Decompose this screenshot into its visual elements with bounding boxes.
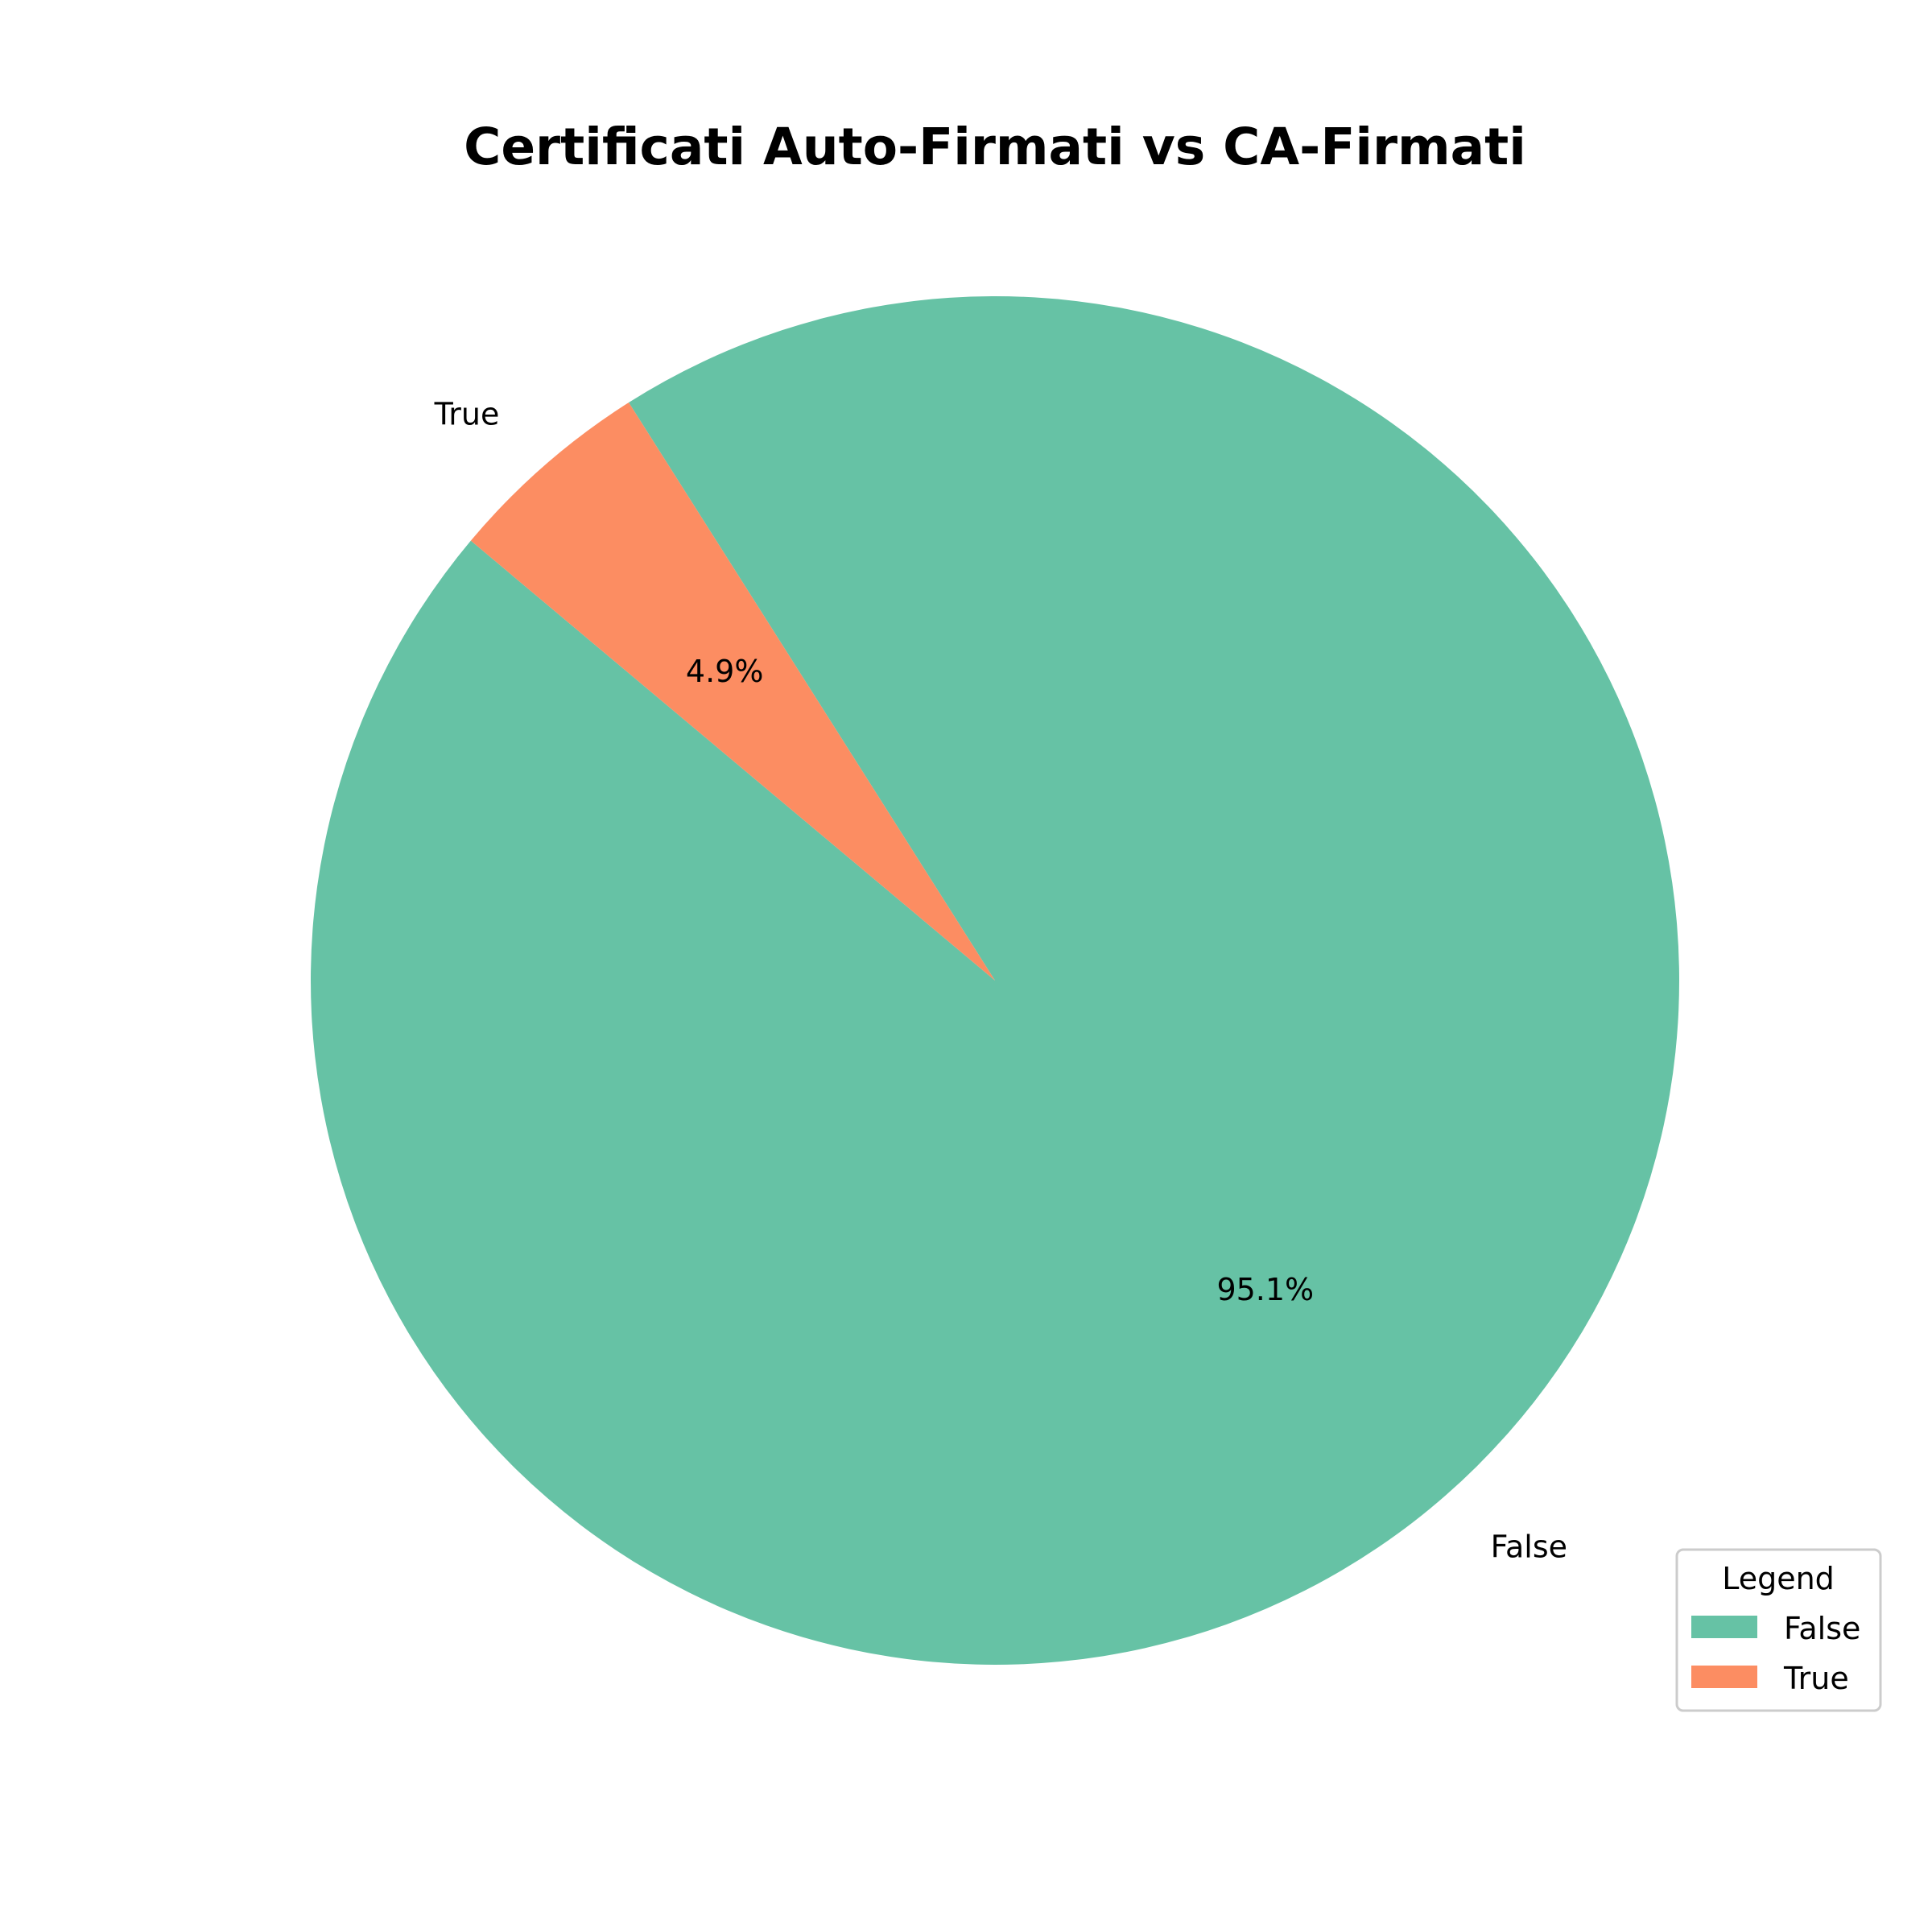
slice-label-false: False bbox=[1491, 1530, 1567, 1565]
legend-swatch-true bbox=[1691, 1666, 1757, 1688]
legend-swatch-false bbox=[1691, 1616, 1757, 1638]
pie-labels: False 95.1% True 4.9% bbox=[434, 396, 1567, 1564]
legend: Legend False True bbox=[1675, 1548, 1882, 1712]
legend-label-false: False bbox=[1784, 1611, 1860, 1646]
chart-title: Certificati Auto-Firmati vs CA-Firmati bbox=[464, 118, 1526, 176]
legend-label-true: True bbox=[1783, 1661, 1849, 1696]
pie-slice-false bbox=[311, 295, 1680, 1665]
pie-slice-true bbox=[470, 402, 995, 980]
pie-plot bbox=[311, 295, 1680, 1665]
slice-percent-true: 4.9% bbox=[686, 654, 764, 689]
slice-label-true: True bbox=[434, 396, 500, 431]
legend-title: Legend bbox=[1722, 1561, 1835, 1596]
slice-percent-false: 95.1% bbox=[1216, 1272, 1314, 1307]
